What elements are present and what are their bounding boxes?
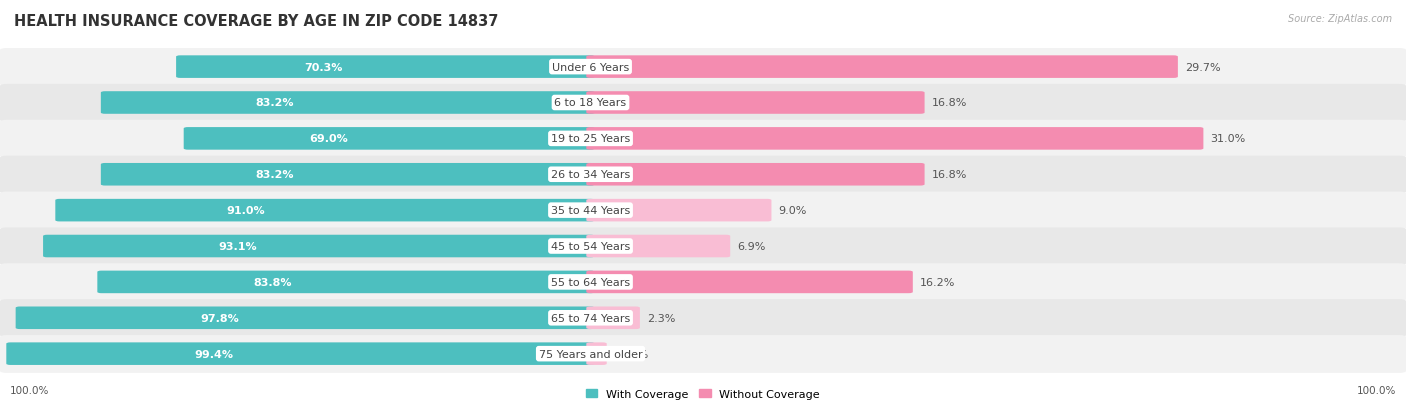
Text: 31.0%: 31.0%: [1211, 134, 1246, 144]
Text: 99.4%: 99.4%: [194, 349, 233, 359]
Text: 19 to 25 Years: 19 to 25 Years: [551, 134, 630, 144]
Text: 70.3%: 70.3%: [305, 62, 343, 72]
FancyBboxPatch shape: [176, 56, 595, 79]
Text: HEALTH INSURANCE COVERAGE BY AGE IN ZIP CODE 14837: HEALTH INSURANCE COVERAGE BY AGE IN ZIP …: [14, 14, 499, 29]
FancyBboxPatch shape: [586, 235, 730, 258]
FancyBboxPatch shape: [586, 271, 912, 294]
Text: 29.7%: 29.7%: [1185, 62, 1220, 72]
Text: 45 to 54 Years: 45 to 54 Years: [551, 242, 630, 252]
Text: 100.0%: 100.0%: [10, 385, 49, 395]
Text: 2.3%: 2.3%: [647, 313, 675, 323]
FancyBboxPatch shape: [586, 164, 925, 186]
Text: 69.0%: 69.0%: [309, 134, 349, 144]
Text: 0.61%: 0.61%: [614, 349, 650, 359]
Text: Source: ZipAtlas.com: Source: ZipAtlas.com: [1288, 14, 1392, 24]
Text: 91.0%: 91.0%: [226, 206, 264, 216]
Text: 93.1%: 93.1%: [218, 242, 257, 252]
Text: 97.8%: 97.8%: [200, 313, 239, 323]
Text: 83.2%: 83.2%: [256, 170, 294, 180]
Text: 16.8%: 16.8%: [932, 98, 967, 108]
FancyBboxPatch shape: [6, 342, 595, 365]
FancyBboxPatch shape: [0, 263, 1406, 301]
FancyBboxPatch shape: [15, 307, 595, 329]
Text: 100.0%: 100.0%: [1357, 385, 1396, 395]
FancyBboxPatch shape: [101, 164, 595, 186]
FancyBboxPatch shape: [586, 307, 640, 329]
Text: Under 6 Years: Under 6 Years: [553, 62, 628, 72]
FancyBboxPatch shape: [0, 49, 1406, 87]
FancyBboxPatch shape: [44, 235, 595, 258]
FancyBboxPatch shape: [586, 92, 925, 114]
FancyBboxPatch shape: [586, 128, 1204, 150]
FancyBboxPatch shape: [55, 199, 595, 222]
Text: 16.2%: 16.2%: [920, 277, 955, 287]
FancyBboxPatch shape: [184, 128, 595, 150]
Text: 26 to 34 Years: 26 to 34 Years: [551, 170, 630, 180]
FancyBboxPatch shape: [586, 342, 607, 365]
FancyBboxPatch shape: [0, 228, 1406, 266]
FancyBboxPatch shape: [0, 192, 1406, 230]
Text: 83.2%: 83.2%: [256, 98, 294, 108]
FancyBboxPatch shape: [97, 271, 595, 294]
Text: 75 Years and older: 75 Years and older: [538, 349, 643, 359]
FancyBboxPatch shape: [0, 335, 1406, 373]
Text: 6.9%: 6.9%: [737, 242, 766, 252]
Text: 6 to 18 Years: 6 to 18 Years: [554, 98, 627, 108]
Text: 55 to 64 Years: 55 to 64 Years: [551, 277, 630, 287]
Text: 83.8%: 83.8%: [253, 277, 292, 287]
FancyBboxPatch shape: [101, 92, 595, 114]
Text: 35 to 44 Years: 35 to 44 Years: [551, 206, 630, 216]
FancyBboxPatch shape: [0, 156, 1406, 194]
FancyBboxPatch shape: [0, 299, 1406, 337]
FancyBboxPatch shape: [0, 85, 1406, 123]
Text: 16.8%: 16.8%: [932, 170, 967, 180]
FancyBboxPatch shape: [586, 199, 772, 222]
FancyBboxPatch shape: [0, 121, 1406, 158]
FancyBboxPatch shape: [586, 56, 1178, 79]
Text: 65 to 74 Years: 65 to 74 Years: [551, 313, 630, 323]
Text: 9.0%: 9.0%: [779, 206, 807, 216]
Legend: With Coverage, Without Coverage: With Coverage, Without Coverage: [582, 385, 824, 404]
